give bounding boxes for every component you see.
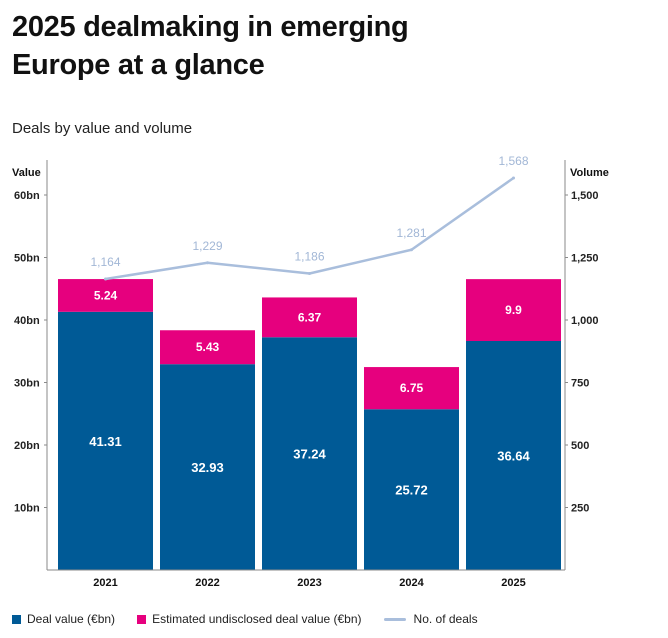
legend-label-undisclosed: Estimated undisclosed deal value (€bn) — [152, 612, 362, 626]
undisclosed-value-swatch — [137, 614, 147, 624]
y-axis-tick-label: 10bn — [14, 503, 40, 515]
bar-deal-value — [58, 311, 153, 570]
bar-deal-value — [364, 409, 459, 570]
no-of-deals-label: 1,164 — [90, 255, 120, 269]
bar-deal-value-label: 25.72 — [395, 483, 428, 498]
y-axis-tick-label: 60bn — [14, 190, 40, 202]
no-of-deals-label: 1,186 — [294, 250, 324, 264]
bar-deal-value — [466, 341, 561, 570]
y-axis-tick-label: 40bn — [14, 315, 40, 327]
legend-item-no-of-deals: No. of deals — [383, 612, 478, 626]
chart-subtitle: Deals by value and volume — [12, 120, 193, 137]
x-axis-tick-label: 2021 — [93, 577, 117, 589]
no-of-deals-label: 1,229 — [192, 239, 222, 253]
no-of-deals-swatch — [383, 617, 406, 621]
y-axis-tick-label: 30bn — [14, 378, 40, 390]
no-of-deals-point — [104, 277, 107, 281]
bar-deal-value-label: 36.64 — [497, 449, 530, 464]
x-axis-tick-label: 2025 — [501, 577, 525, 589]
legend-item-deal-value: Deal value (€bn) — [12, 612, 115, 626]
bar-undisclosed-value — [466, 279, 561, 341]
bar-deal-value-label: 32.93 — [191, 460, 224, 475]
y-axis-tick-label: 20bn — [14, 440, 40, 452]
y2-axis-tick-label: 1,500 — [571, 190, 599, 202]
no-of-deals-label: 1,568 — [498, 154, 528, 168]
bar-undisclosed-value-label: 6.37 — [298, 310, 322, 324]
y2-axis-title: Volume — [570, 167, 609, 179]
bar-undisclosed-value — [262, 297, 357, 338]
chart-title-line-1: 2025 dealmaking in emerging — [12, 11, 409, 43]
bar-undisclosed-value-label: 6.75 — [400, 381, 424, 395]
no-of-deals-line — [105, 176, 515, 281]
y2-axis-tick-label: 750 — [571, 378, 589, 390]
bar-deal-value-label: 37.24 — [293, 447, 326, 462]
y2-axis-tick-label: 1,250 — [571, 253, 599, 265]
chart-title: 2025 dealmaking in emerging Europe at a … — [12, 8, 409, 84]
x-axis-tick-label: 2023 — [297, 577, 321, 589]
chart-title-line-2: Europe at a glance — [12, 49, 265, 81]
bar-deal-value — [160, 364, 255, 570]
bar-undisclosed-value — [364, 367, 459, 410]
x-axis-tick-label: 2024 — [399, 577, 424, 589]
bar-undisclosed-value-label: 5.43 — [196, 340, 220, 354]
bar-undisclosed-value — [160, 330, 255, 365]
legend: Deal value (€bn) Estimated undisclosed d… — [12, 612, 500, 626]
no-of-deals-point — [512, 176, 515, 180]
no-of-deals-point — [410, 248, 413, 252]
y2-axis-tick-label: 500 — [571, 440, 589, 452]
bar-undisclosed-value — [58, 279, 153, 312]
bar-deal-value — [262, 337, 357, 570]
chart-plot: Value Volume 10bn 20bn 30bn 40bn 50bn 60bn 250 50… — [12, 154, 609, 589]
legend-item-undisclosed: Estimated undisclosed deal value (€bn) — [137, 612, 362, 626]
y-axis-tick-label: 50bn — [14, 253, 40, 265]
legend-label-no-of-deals: No. of deals — [413, 612, 478, 626]
x-axis-tick-label: 2022 — [195, 577, 219, 589]
bar-undisclosed-value-label: 9.9 — [505, 303, 522, 317]
y2-axis-tick-label: 1,000 — [571, 315, 599, 327]
no-of-deals-point — [206, 261, 209, 265]
y-axis-title: Value — [12, 167, 41, 179]
y2-axis-tick-label: 250 — [571, 503, 589, 515]
legend-label-deal-value: Deal value (€bn) — [27, 612, 116, 626]
no-of-deals-point — [308, 272, 311, 275]
deal-value-swatch — [12, 614, 21, 624]
no-of-deals-label: 1,281 — [396, 226, 426, 240]
bar-undisclosed-value-label: 5.24 — [94, 288, 118, 302]
bar-deal-value-label: 41.31 — [89, 434, 122, 449]
